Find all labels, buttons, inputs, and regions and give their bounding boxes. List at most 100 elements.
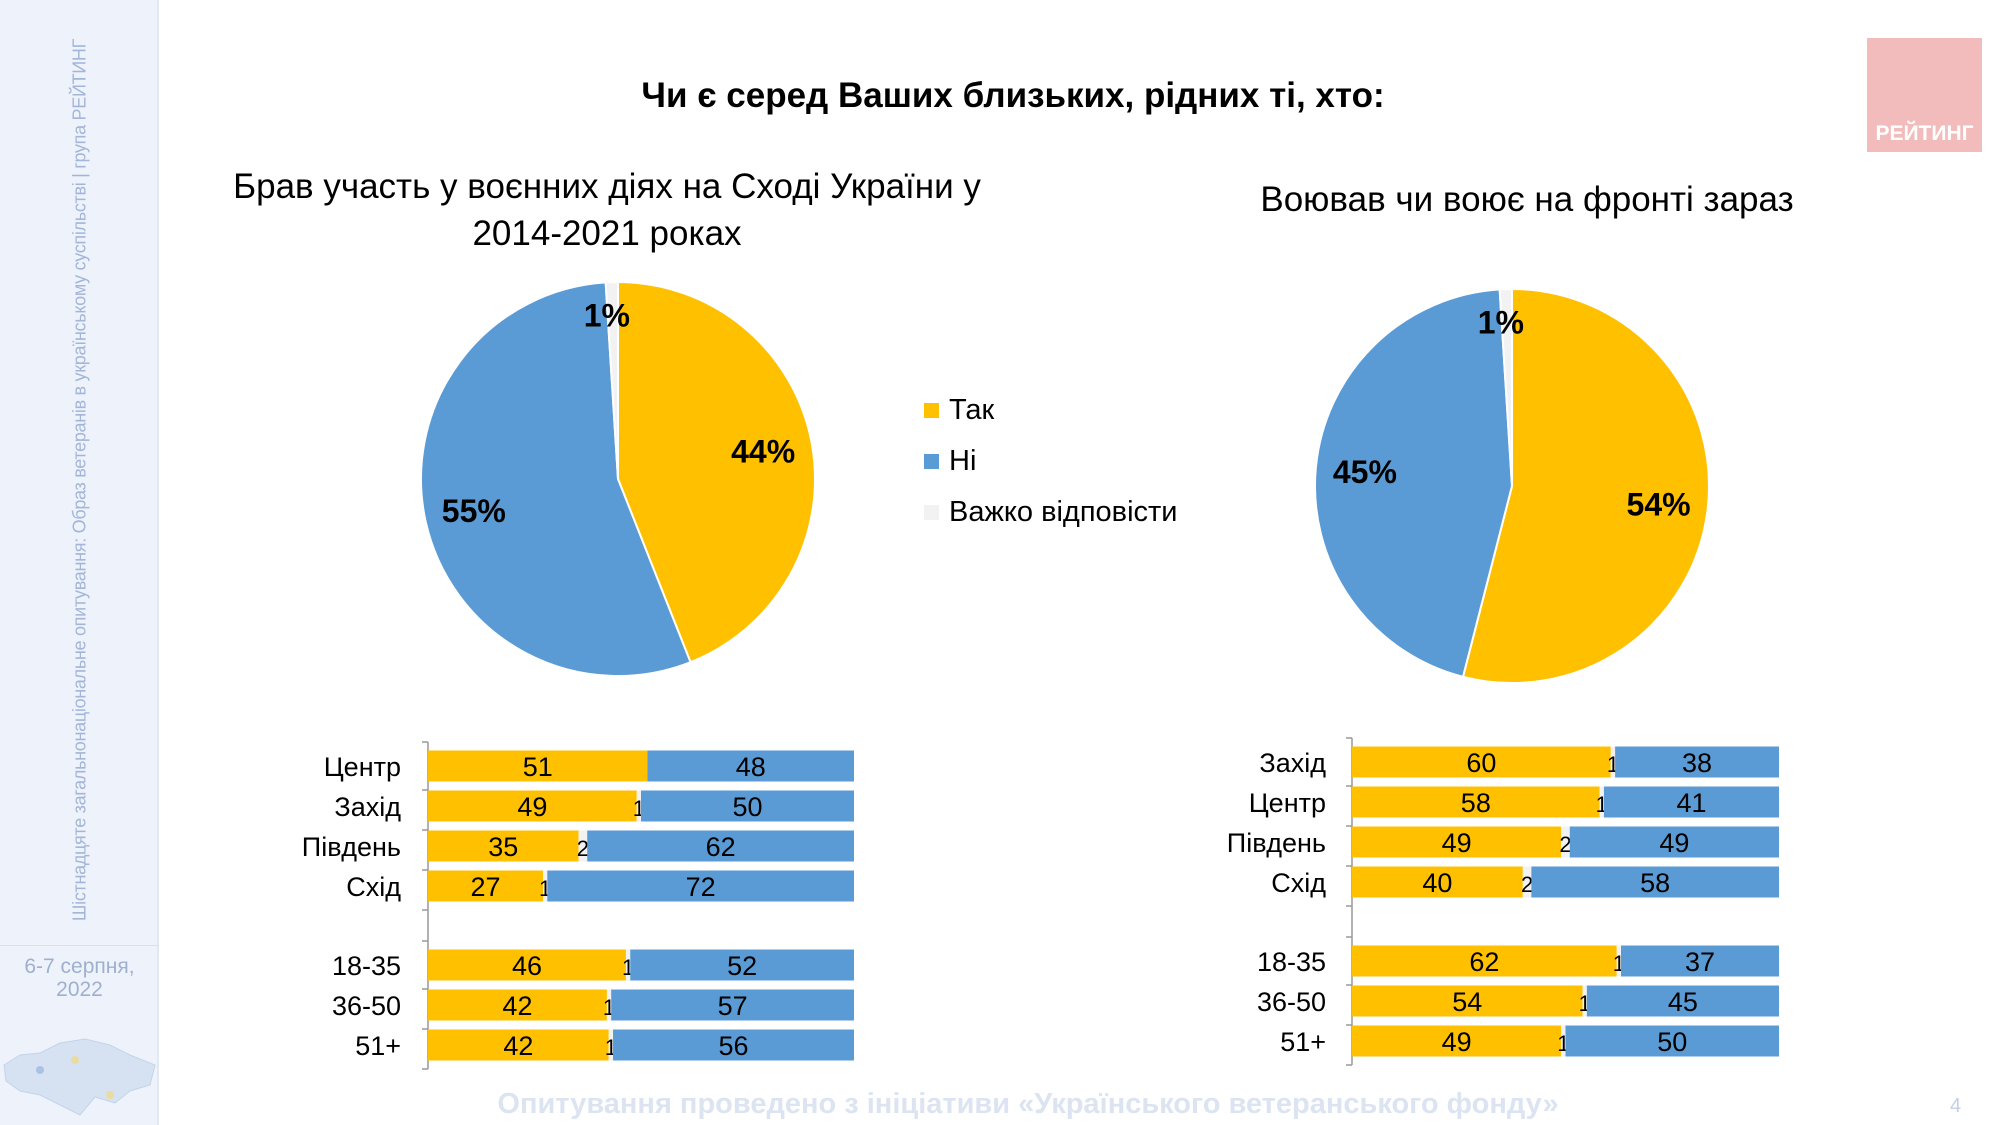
pie-slice-2 <box>604 280 619 480</box>
bar-segment <box>1561 826 1570 858</box>
bar-segment <box>1531 866 1779 898</box>
date-line: 6-7 серпня, <box>24 955 135 978</box>
category-label: Захід <box>1259 748 1326 778</box>
sidebar-divider <box>0 945 159 946</box>
legend-swatch-yes <box>924 403 939 418</box>
page-number: 4 <box>1950 1095 1962 1117</box>
bar-segment <box>428 870 544 902</box>
bar-segment <box>625 949 631 981</box>
category-label: Південь <box>1227 828 1326 858</box>
bar-data-label: 2 <box>1521 872 1533 897</box>
pie-data-label: 55% <box>442 493 506 529</box>
legend-item-no: Ні <box>924 436 1178 487</box>
bar-segment <box>1599 786 1604 818</box>
bar-data-label: 56 <box>718 1031 748 1061</box>
bar-data-label: 42 <box>503 1031 533 1061</box>
legend-item-hard: Важко відповісти <box>924 487 1178 538</box>
bar-segment <box>1621 945 1779 977</box>
page-title: Чи є серед Ваших близьких, рідних ті, хт… <box>641 76 1385 115</box>
category-label: Схід <box>346 872 401 902</box>
bar-segment <box>428 989 607 1021</box>
bar-segment <box>1522 866 1532 898</box>
bar-data-label: 45 <box>1668 987 1698 1017</box>
bar-segment <box>587 830 854 862</box>
left-title-line1: Брав участь у воєнних діях на Сході Укра… <box>233 167 981 206</box>
bar-segment <box>428 1029 609 1061</box>
bar-data-label: 42 <box>502 991 532 1021</box>
bar-segment <box>1352 1025 1562 1057</box>
pie-data-label: 1% <box>584 298 630 334</box>
bar-segment <box>611 989 854 1021</box>
bar-segment <box>543 870 548 902</box>
bar-segment <box>630 949 854 981</box>
date-year: 2022 <box>56 978 103 1001</box>
pie-data-label: 44% <box>731 433 795 469</box>
bar-segment <box>547 870 854 902</box>
category-label: Центр <box>1249 788 1326 818</box>
left-title-line2: 2014-2021 роках <box>472 214 742 253</box>
bar-data-label: 58 <box>1461 788 1491 818</box>
pie-slice-1 <box>420 281 692 677</box>
bar-segment <box>1582 985 1587 1017</box>
bar-data-label: 46 <box>512 951 542 981</box>
category-label: 18-35 <box>1257 947 1326 977</box>
category-label: 18-35 <box>332 951 401 981</box>
bar-segment <box>1569 826 1779 858</box>
bar-data-label: 40 <box>1422 868 1452 898</box>
category-label: Центр <box>324 752 401 782</box>
legend-label: Ні <box>949 445 977 477</box>
bar-data-label: 2 <box>577 836 589 861</box>
bar-segment <box>428 830 579 862</box>
rating-logo: РЕЙТИНГ <box>1867 38 1982 152</box>
bar-segment <box>428 750 648 782</box>
bar-data-label: 50 <box>732 792 762 822</box>
bar-segment <box>1561 1025 1566 1057</box>
bar-segment <box>641 790 854 822</box>
category-label: 36-50 <box>332 991 401 1021</box>
bar-data-label: 72 <box>686 872 716 902</box>
bar-data-label: 50 <box>1657 1027 1687 1057</box>
bar-segment <box>1352 985 1583 1017</box>
bar-segment <box>578 830 588 862</box>
left-chart-title: Брав участь у воєнних діях на Сході Укра… <box>233 163 981 257</box>
category-label: 51+ <box>1280 1027 1326 1057</box>
bar-segment <box>1615 746 1779 778</box>
pie-data-label: 54% <box>1627 487 1691 523</box>
bar-data-label: 51 <box>523 752 553 782</box>
category-label: Схід <box>1271 868 1326 898</box>
category-label: 36-50 <box>1257 987 1326 1017</box>
bar-segment <box>1352 945 1617 977</box>
bar-data-label: 49 <box>1659 828 1689 858</box>
pie-data-label: 1% <box>1478 305 1524 341</box>
bar-segment <box>1352 826 1562 858</box>
bar-segment <box>1352 746 1611 778</box>
bar-segment <box>636 790 641 822</box>
survey-date: 6-7 серпня, 2022 <box>0 955 159 1001</box>
category-label: 51+ <box>355 1031 401 1061</box>
bar-data-label: 62 <box>1469 947 1499 977</box>
bar-segment <box>1565 1025 1779 1057</box>
bar-segment <box>1586 985 1779 1017</box>
bar-segment <box>1610 746 1616 778</box>
bar-data-label: 52 <box>727 951 757 981</box>
right-chart-title: Воював чи воює на фронті зараз <box>1260 180 1794 219</box>
legend-label: Так <box>949 394 995 426</box>
logo-text: РЕЙТИНГ <box>1875 122 1974 145</box>
bar-data-label: 35 <box>488 832 518 862</box>
bar-segment <box>613 1029 854 1061</box>
bar-segment <box>428 949 626 981</box>
bar-segment <box>647 750 854 782</box>
bar-segment <box>428 790 637 822</box>
legend: Так Ні Важко відповісти <box>924 385 1178 538</box>
bar-segment <box>1352 786 1600 818</box>
bar-data-label: 62 <box>706 832 736 862</box>
bar-segment <box>606 989 612 1021</box>
ukraine-map-icon <box>3 1038 156 1116</box>
bar-data-label: 2 <box>1559 832 1571 857</box>
category-label: Південь <box>302 832 401 862</box>
bar-data-label: 57 <box>718 991 748 1021</box>
bar-data-label: 27 <box>470 872 500 902</box>
legend-swatch-no <box>924 454 939 469</box>
bar-data-label: 54 <box>1452 987 1482 1017</box>
